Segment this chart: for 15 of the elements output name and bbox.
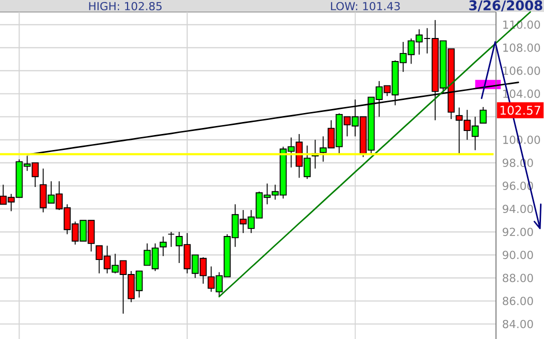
chart-title: 3/26/2008 bbox=[469, 0, 542, 12]
y-tick-label: 106.00 bbox=[503, 66, 540, 75]
candlestick bbox=[480, 106, 487, 124]
y-tick-label: 84.00 bbox=[502, 320, 533, 328]
y-tick-label: 90.00 bbox=[502, 250, 533, 260]
text: 102.57 bbox=[500, 106, 540, 115]
text: LOW: 101.43 bbox=[331, 2, 400, 10]
text: HIGH: 102.85 bbox=[89, 2, 162, 10]
candlestick bbox=[160, 236, 167, 257]
y-tick-label: 108.00 bbox=[503, 44, 540, 52]
candlestick bbox=[168, 231, 175, 248]
y-tick-label: 88.00 bbox=[502, 274, 533, 282]
y-tick-label: 92.00 bbox=[502, 228, 533, 236]
y-tick-label: 86.00 bbox=[502, 296, 533, 306]
y-tick-label: 94.00 bbox=[502, 204, 533, 214]
